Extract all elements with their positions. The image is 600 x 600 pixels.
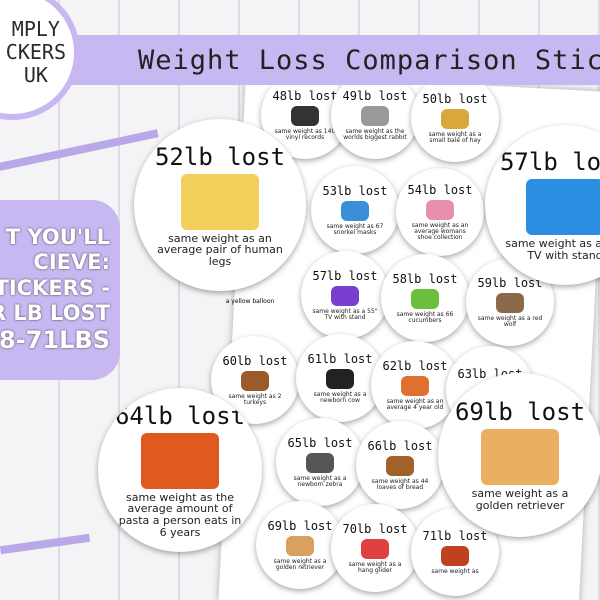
caption-fragment: a yellow balloon [225, 298, 275, 305]
sticker-label: 59lb lost [477, 275, 543, 290]
sticker-label: 61lb lost [307, 351, 373, 366]
promo-line: 48-71LBS [0, 325, 110, 354]
sticker-caption: same weight as 2 turkeys [228, 392, 282, 406]
sticker-caption: same weight as 140 vinyl records [274, 127, 336, 141]
sticker-icon [441, 108, 469, 129]
sticker-label: 66lb lost [367, 438, 433, 453]
sticker-icon [361, 538, 389, 559]
sticker-caption: same weight as 44 loaves of bread [371, 477, 429, 491]
sticker-icon [361, 105, 389, 126]
sticker-icon [496, 292, 524, 313]
promo-line: ER LB LOST [0, 300, 110, 325]
sticker-label: 57lb lost [499, 148, 600, 177]
promo-line: T YOU'LL [5, 225, 110, 250]
sticker-label: 52lb lost [154, 142, 286, 171]
sticker-caption: same weight as a small bale of hay [428, 130, 482, 144]
sticker-icon [241, 370, 269, 391]
promo-line: STICKERS - [0, 275, 110, 300]
sticker-label: 58lb lost [392, 271, 458, 286]
sticker-label: 60lb lost [222, 353, 288, 368]
sticker-caption: same weight as an average 4 year old [386, 397, 444, 411]
sticker-icon [306, 452, 334, 473]
sticker-icon [326, 368, 354, 389]
sticker-caption: same weight as a red wolf [477, 314, 543, 328]
sticker: 52lb lost same weight as an average pair … [134, 119, 306, 291]
sticker-icon [291, 105, 319, 126]
sticker-icon [480, 429, 560, 486]
sticker-icon [401, 375, 429, 396]
sticker-caption: same weight as a newborn cow [313, 390, 367, 404]
sticker-caption: same weight as the worlds biggest rabbit [343, 127, 407, 141]
sticker: 69lb lost same weight as a golden retriev… [438, 373, 600, 537]
sticker-icon [331, 285, 359, 306]
sticker-label: 50lb lost [422, 91, 488, 106]
sticker-label: 64lb lost [114, 401, 246, 430]
sticker-icon [180, 173, 260, 230]
sticker-icon [386, 455, 414, 476]
sticker-caption: same weight as [431, 567, 479, 575]
sticker-caption: same weight as the average amount of pas… [118, 490, 242, 539]
sticker: 64lb lost same weight as the average amou… [98, 388, 262, 552]
sticker-label: 62lb lost [382, 358, 448, 373]
sticker: 61lb lost same weight as a newborn cow [296, 334, 384, 422]
banner-title: Weight Loss Comparison Stic [138, 44, 600, 76]
sticker: 49lb lost same weight as the worlds bigge… [331, 71, 419, 159]
sticker-caption: same weight as 67 snorkel masks [326, 222, 384, 236]
sticker: 50lb lost same weight as a small bale of … [411, 74, 499, 162]
sticker-label: 69lb lost [267, 518, 333, 533]
promo-line: CIEVE: [33, 250, 110, 275]
sticker-caption: same weight as 66 cucumbers [396, 310, 454, 324]
sticker-icon [426, 199, 454, 220]
sticker-label: 69lb lost [454, 398, 586, 427]
sticker: 57lb lost same weight as a 55" TV with st… [301, 251, 389, 339]
sticker-caption: same weight as a newborn zebra [293, 474, 347, 488]
sticker-icon [441, 545, 469, 566]
sticker-icon [341, 200, 369, 221]
sticker-icon [286, 535, 314, 556]
sticker-icon [525, 179, 600, 236]
sticker: 71lb lost same weight as [411, 508, 499, 596]
sticker: 69lb lost same weight as a golden retriev… [256, 501, 344, 589]
sticker-caption: same weight as a 55" TV with stand [505, 237, 600, 262]
sticker: 62lb lost same weight as an average 4 yea… [371, 341, 459, 429]
sticker: 58lb lost same weight as 66 cucumbers [381, 254, 469, 342]
sticker-label: 57lb lost [312, 268, 378, 283]
sticker-caption: same weight as a 55" TV with stand [312, 307, 378, 321]
sticker-label: 49lb lost [342, 88, 408, 103]
sticker-caption: same weight as an average womans shoe co… [411, 221, 469, 242]
sticker: 65lb lost same weight as a newborn zebra [276, 418, 364, 506]
sticker-label: 65lb lost [287, 435, 353, 450]
sticker-label: 53lb lost [322, 183, 388, 198]
sticker: 66lb lost same weight as 44 loaves of bre… [356, 421, 444, 509]
sticker-label: 48lb lost [272, 88, 338, 103]
sticker-label: 71lb lost [422, 528, 488, 543]
logo-line: CKERS [5, 40, 66, 64]
sticker-icon [140, 432, 220, 489]
sticker-label: 54lb lost [407, 182, 473, 197]
sticker-caption: same weight as a golden retriever [273, 557, 327, 571]
sticker-caption: same weight as a hang glider [348, 560, 402, 574]
logo-line: MPLY [11, 17, 60, 41]
logo-text: MPLY CKERS UK [6, 18, 66, 87]
sticker: 54lb lost same weight as an average woman… [396, 168, 484, 256]
logo-line: UK [23, 63, 48, 87]
sticker: 53lb lost same weight as 67 snorkel masks [311, 166, 399, 254]
sticker-caption: same weight as an average pair of human … [157, 231, 283, 268]
banner: Weight Loss Comparison Stic [60, 35, 600, 85]
sticker-label: 70lb lost [342, 521, 408, 536]
sticker-caption: same weight as a golden retriever [471, 487, 569, 512]
sticker: 70lb lost same weight as a hang glider [331, 504, 419, 592]
sticker-icon [411, 288, 439, 309]
